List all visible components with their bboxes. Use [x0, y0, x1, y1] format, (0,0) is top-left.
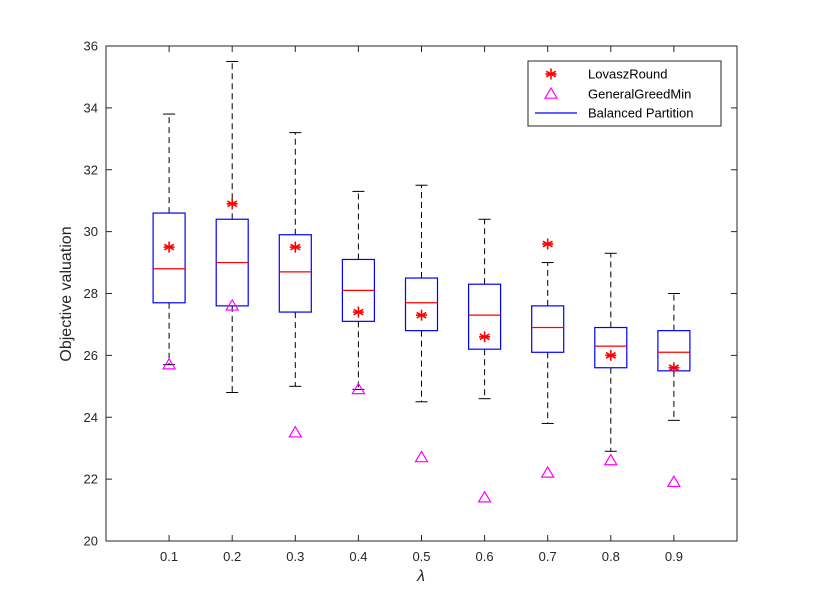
legend-label: Balanced Partition [588, 106, 694, 121]
lovasz-marker-0.1 [163, 241, 175, 253]
greedy-marker-0.7 [540, 465, 555, 478]
box-0.7 [531, 262, 565, 424]
x-axis-label: λ [416, 568, 425, 585]
box-body [278, 234, 312, 313]
greedy-marker-0.3 [288, 425, 303, 438]
box-body [531, 305, 565, 353]
lovasz-marker-0.9 [668, 362, 680, 374]
legend-greedy-marker [543, 86, 559, 99]
x-tick-label: 0.1 [160, 549, 178, 564]
box-0.4 [341, 190, 375, 390]
box-body [594, 326, 628, 369]
y-tick-label: 32 [84, 162, 98, 177]
x-tick-label: 0.4 [349, 549, 367, 564]
x-tick-label: 0.8 [602, 549, 620, 564]
lovasz-marker-0.4 [352, 306, 364, 318]
box-0.8 [594, 252, 628, 452]
chart-marks [152, 60, 691, 503]
lovasz-marker-0.5 [416, 309, 427, 321]
box-0.2 [215, 60, 249, 393]
greedy-marker-0.8 [603, 453, 618, 466]
box-body [404, 277, 439, 332]
greedy-marker-0.9 [666, 475, 681, 488]
greedy-marker-0.6 [477, 490, 492, 503]
lovasz-marker-0.8 [605, 349, 617, 361]
lovasz-marker-0.3 [289, 241, 301, 253]
box-body [468, 283, 502, 350]
x-tick-label: 0.5 [412, 549, 430, 564]
legend: LovaszRound GeneralGreedMin Balanced Parti… [527, 60, 722, 127]
greedy-marker-0.5 [414, 450, 429, 463]
x-tick-label: 0.7 [539, 549, 557, 564]
box-0.3 [278, 132, 312, 387]
x-tick-label: 0.6 [476, 549, 494, 564]
x-tick-label: 0.3 [286, 549, 304, 564]
lovasz-marker-0.6 [479, 331, 491, 343]
axis-ticks: 20 22 24 26 28 30 32 34 36 0.1 0.2 0.3 0.4 0.5 0.6 0.7 0… [84, 39, 737, 564]
y-axis-label: Objective valuation [58, 226, 75, 361]
box-body [152, 212, 186, 304]
greedy-marker-0.1 [162, 357, 177, 370]
y-tick-label: 36 [84, 39, 98, 54]
legend-label: GeneralGreedMin [588, 87, 691, 102]
greedy-marker-0.2 [225, 298, 240, 311]
x-tick-label: 0.9 [665, 549, 683, 564]
plot-area [106, 46, 737, 541]
y-tick-label: 34 [84, 100, 98, 115]
y-tick-label: 28 [84, 286, 98, 301]
y-tick-label: 22 [84, 472, 98, 487]
greedy-marker-0.4 [351, 382, 366, 395]
legend-lovasz-marker [545, 68, 557, 80]
y-tick-label: 20 [84, 534, 98, 549]
y-tick-label: 24 [84, 410, 98, 425]
x-tick-label: 0.2 [223, 549, 241, 564]
legend-box [527, 60, 722, 127]
y-tick-label: 30 [84, 224, 98, 239]
lovasz-marker-0.2 [226, 198, 238, 210]
box-0.5 [404, 184, 439, 403]
legend-label: LovaszRound [588, 67, 668, 82]
lovasz-marker-0.7 [542, 238, 554, 250]
y-tick-label: 26 [84, 348, 98, 363]
box-0.6 [468, 218, 502, 400]
